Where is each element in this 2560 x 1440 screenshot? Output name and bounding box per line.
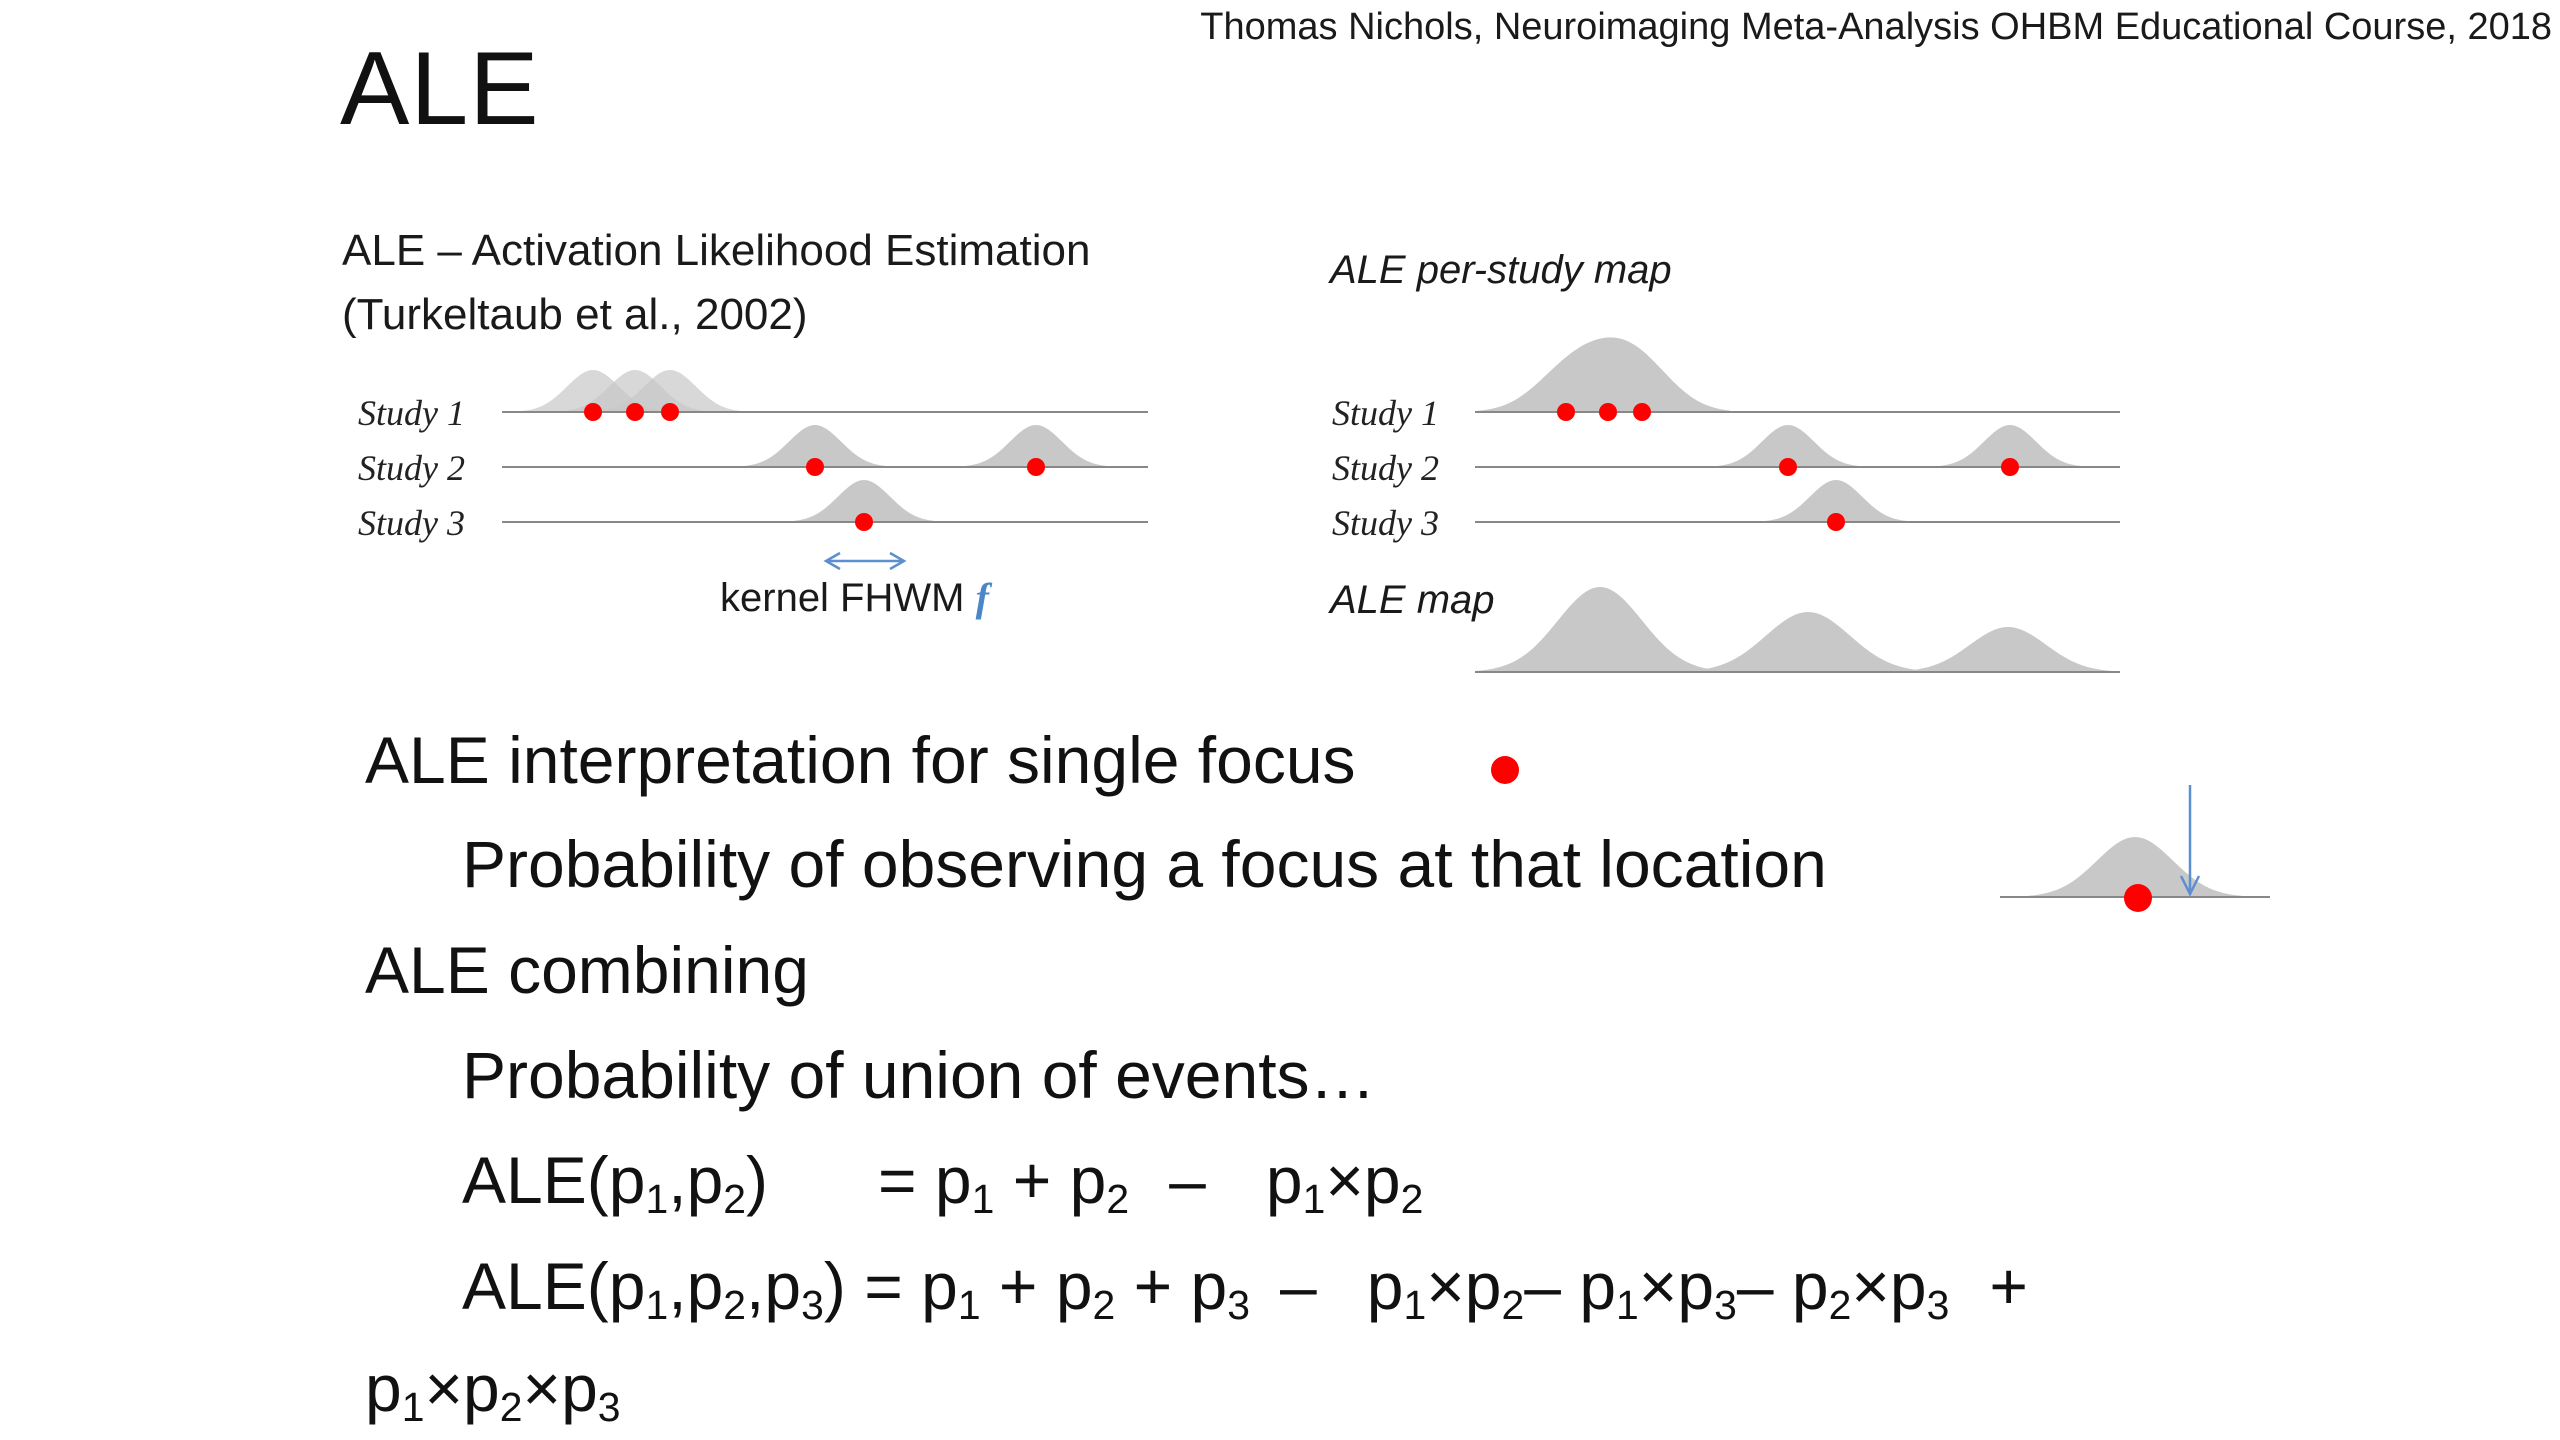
down-arrow-icon <box>2179 785 2201 897</box>
slide-title: ALE <box>340 31 540 147</box>
left-study-2-kernel-2 <box>946 425 1126 467</box>
left-study-1-kernel-1 <box>503 370 683 412</box>
kernel-fwhm-text: kernel FHWM <box>720 576 965 620</box>
kernel-curves <box>503 337 2270 897</box>
interp-heading: ALE interpretation for single focus <box>365 723 1356 797</box>
left-study-2-label: Study 2 <box>358 448 465 488</box>
left-study-2-focus-2 <box>1027 458 1045 476</box>
formula-two-studies: ALE(p1,p2) = p1 + p2– p1×p2 <box>462 1143 1424 1223</box>
right-study-1-kernel <box>1475 337 1730 412</box>
left-study-1-kernel-3 <box>580 370 760 412</box>
right-study-3-kernel <box>1746 480 1926 522</box>
left-study-1-focus-1 <box>584 403 602 421</box>
ale-citation: (Turkeltaub et al., 2002) <box>342 290 808 339</box>
right-study-3-focus <box>1827 513 1845 531</box>
interp-focus-dot <box>1491 756 1519 784</box>
ale-definition: ALE – Activation Likelihood Estimation <box>342 226 1091 275</box>
right-study-1-focus-2 <box>1599 403 1617 421</box>
formula-three-studies: ALE(p1,p2,p3) = p1 + p2 + p3– p1×p2– p1×p… <box>462 1249 2028 1329</box>
left-study-1-focus-3 <box>661 403 679 421</box>
left-study-3-focus <box>855 513 873 531</box>
left-study-1-focus-2 <box>626 403 644 421</box>
focus-points <box>584 403 2152 912</box>
right-study-3-label: Study 3 <box>1332 503 1439 543</box>
ale-map-curve-3 <box>1905 627 2120 672</box>
interp-detail: Probability of observing a focus at that… <box>462 827 1827 901</box>
right-study-1-label: Study 1 <box>1332 393 1439 433</box>
left-study-1-label: Study 1 <box>358 393 465 433</box>
combining-heading: ALE combining <box>365 933 809 1007</box>
kernel-fwhm-label: kernel FHWM f <box>720 574 989 621</box>
course-credit: Thomas Nichols, Neuroimaging Meta-Analys… <box>1200 6 2552 48</box>
ale-map-curve-2 <box>1690 612 1925 672</box>
left-study-1-kernel-2 <box>545 370 725 412</box>
ale-map-curve-1 <box>1475 587 1715 672</box>
ale-map-label: ALE map <box>1330 578 1495 622</box>
location-focus-dot <box>2124 884 2152 912</box>
formula-three-studies-tail: p1×p2×p3 <box>365 1351 621 1431</box>
right-study-1-focus-3 <box>1633 403 1651 421</box>
left-study-3-kernel <box>774 480 954 522</box>
right-study-1-focus-1 <box>1557 403 1575 421</box>
left-study-2-focus-1 <box>806 458 824 476</box>
combining-detail: Probability of union of events… <box>462 1038 1376 1112</box>
kernel-symbol: f <box>975 575 989 620</box>
right-study-2-kernel-2 <box>1920 425 2100 467</box>
left-study-2-kernel-1 <box>725 425 905 467</box>
per-study-map-label: ALE per-study map <box>1330 248 1672 292</box>
right-study-2-focus-2 <box>2001 458 2019 476</box>
left-study-3-label: Study 3 <box>358 503 465 543</box>
right-study-2-kernel-1 <box>1698 425 1878 467</box>
right-study-2-focus-1 <box>1779 458 1797 476</box>
location-kernel <box>2000 837 2270 897</box>
kernel-width-arrow <box>823 551 907 571</box>
right-study-2-label: Study 2 <box>1332 448 1439 488</box>
